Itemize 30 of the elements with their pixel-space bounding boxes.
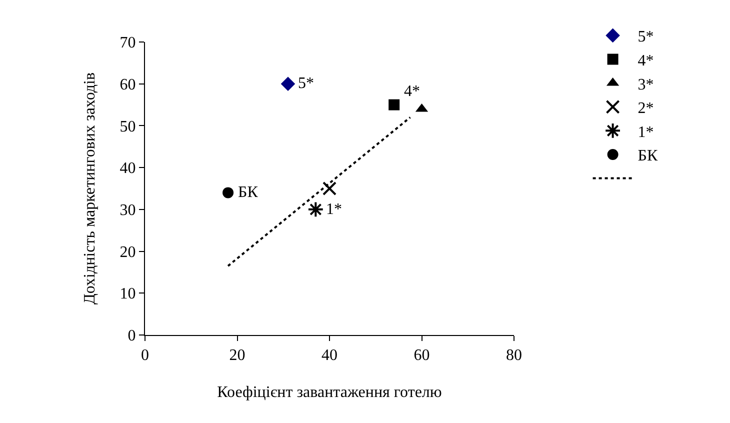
- x-tick-label: 60: [414, 347, 430, 364]
- x-tick-label: 80: [506, 347, 522, 364]
- annotation: 5*: [298, 75, 314, 92]
- annotation: БК: [238, 184, 258, 201]
- point: [280, 76, 296, 92]
- y-tick-label: 70: [120, 34, 136, 52]
- legend-label: 2*: [638, 100, 654, 118]
- point: [222, 187, 234, 198]
- legend-label: 3*: [638, 76, 654, 94]
- point: [322, 182, 336, 196]
- x-tick-label: 20: [229, 347, 246, 364]
- legend-label: 1*: [638, 124, 654, 141]
- y-tick-label: 30: [120, 202, 136, 220]
- point: [307, 201, 324, 218]
- legend-label: 5*: [638, 28, 654, 46]
- x-tick-label: 40: [322, 347, 338, 364]
- annotation: 4*: [404, 83, 420, 100]
- annotation: 1*: [326, 201, 342, 218]
- x-tick-label: 0: [141, 347, 149, 364]
- legend-label: 4*: [638, 52, 654, 70]
- y-axis-title: Дохідність маркетингових заходів: [82, 72, 99, 304]
- x-axis-title: Коефіцієнт завантаження готелю: [217, 384, 442, 401]
- y-tick-label: 40: [120, 160, 136, 178]
- point: [388, 99, 400, 110]
- legend-label: БК: [638, 148, 658, 165]
- y-tick-label: 0: [128, 328, 136, 345]
- y-tick-label: 50: [120, 118, 136, 136]
- y-tick-label: 20: [120, 244, 136, 261]
- y-tick-label: 60: [120, 76, 136, 94]
- y-tick-label: 10: [120, 286, 136, 303]
